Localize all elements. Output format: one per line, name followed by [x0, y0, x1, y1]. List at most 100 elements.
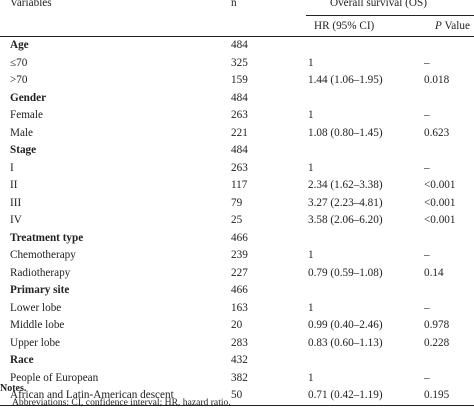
header-p-word: Value	[441, 19, 470, 32]
table-row: Female 263 1 –	[0, 107, 474, 125]
cell-hr	[306, 90, 421, 108]
cell-hr: 0.83 (0.60–1.13)	[308, 336, 383, 349]
table-notes: Notes. Abbreviations: CI, confidence int…	[0, 382, 231, 410]
cell-hr: 1	[308, 161, 314, 174]
cell-n: 117	[231, 179, 248, 192]
cell-variable: IV	[10, 214, 22, 227]
cell-variable: Primary site	[10, 284, 70, 297]
table-group-row: Age 484	[0, 37, 474, 55]
cell-hr: 1.08 (0.80–1.45)	[308, 126, 383, 139]
cell-n: 159	[231, 74, 248, 87]
header-n-spacer	[231, 15, 306, 37]
cell-n: 263	[231, 161, 248, 174]
table-row: Radiotherapy 227 0.79 (0.59–1.08) 0.14	[0, 265, 474, 283]
table-row: Male 221 1.08 (0.80–1.45) 0.623	[0, 125, 474, 143]
cell-hr	[306, 230, 421, 248]
cell-n: 25	[231, 214, 243, 227]
cell-hr: 1	[308, 301, 314, 314]
cell-variable: ≤70	[10, 56, 28, 69]
cell-n: 163	[231, 301, 248, 314]
table-row: Lower lobe 163 1 –	[0, 300, 474, 318]
cell-n: 484	[231, 144, 248, 157]
cell-p-value	[421, 282, 474, 300]
table-group-row: Treatment type 466	[0, 230, 474, 248]
cell-hr: 2.34 (1.62–3.38)	[308, 179, 383, 192]
header-overall-survival: Overall survival (OS)	[306, 0, 474, 16]
cell-n: 466	[231, 231, 248, 244]
table-row: African and Latin-American descent 50 0.71…	[0, 387, 474, 406]
cell-n: 432	[231, 354, 248, 367]
cell-variable: African and Latin-American descent	[0, 387, 231, 406]
table-row: III 79 3.27 (2.23–4.81) <0.001	[0, 195, 474, 213]
cell-hr: 3.58 (2.06–6.20)	[308, 214, 383, 227]
cell-variable: Male	[10, 126, 33, 139]
cell-n: 263	[231, 109, 248, 122]
cell-p-value	[421, 37, 474, 55]
cell-n: 283	[231, 336, 248, 349]
cell-p-value: <0.001	[424, 179, 456, 192]
table-row: >70 159 1.44 (1.06–1.95) 0.018	[0, 72, 474, 90]
table-row: Upper lobe 283 0.83 (0.60–1.13) 0.228	[0, 335, 474, 353]
cell-variable: Chemotherapy	[10, 249, 76, 262]
cell-variable: Female	[10, 109, 43, 122]
cell-n: 325	[231, 56, 248, 69]
cell-hr	[306, 37, 421, 55]
cell-hr: 1	[308, 249, 314, 262]
cell-variable: Treatment type	[10, 231, 84, 244]
cell-p-value: 0.018	[424, 74, 450, 87]
cell-hr: 0.99 (0.40–2.46)	[308, 319, 383, 332]
header-row-sub: HR (95% CI) P Value	[0, 15, 474, 37]
cell-hr	[306, 282, 421, 300]
cell-p-value: <0.001	[424, 196, 456, 209]
cell-p-value: –	[424, 161, 430, 174]
table-row: Chemotherapy 239 1 –	[0, 247, 474, 265]
cell-n: 227	[231, 266, 248, 279]
table-row: Middle lobe 20 0.99 (0.40–2.46) 0.978	[0, 317, 474, 335]
table-body: Age 484 ≤70 325 1 – >70 159 1.44 (1.06–1.95) 0.01…	[0, 37, 474, 406]
cell-p-value: 0.14	[424, 266, 444, 279]
cell-hr: 1.44 (1.06–1.95)	[308, 74, 383, 87]
cell-n: 466	[231, 284, 248, 297]
cell-p-value: 0.623	[424, 126, 450, 139]
cell-n: 382	[231, 371, 248, 384]
cell-hr: 0.79 (0.59–1.08)	[308, 266, 383, 279]
header-p-letter: P	[435, 19, 442, 32]
cell-variable: Stage	[10, 144, 37, 157]
cell-p-value: <0.001	[424, 214, 456, 227]
notes-abbreviations: Abbreviations: CI, confidence interval; …	[12, 397, 231, 408]
cell-p-value: –	[424, 56, 430, 69]
table-group-row: Gender 484	[0, 90, 474, 108]
cell-p-value: –	[424, 109, 430, 122]
table-group-row: Race 432	[0, 352, 474, 370]
notes-title: Notes.	[0, 383, 27, 394]
cell-variable: >70	[10, 74, 28, 87]
cell-hr: 1	[308, 109, 314, 122]
cell-variable: Radiotherapy	[10, 266, 71, 279]
cell-n: 20	[231, 319, 243, 332]
cell-p-value: –	[424, 301, 430, 314]
table-row: IV 25 3.58 (2.06–6.20) <0.001	[0, 212, 474, 230]
cell-n: 484	[231, 39, 248, 52]
cell-variable: People of European	[10, 371, 99, 384]
cell-variable: Middle lobe	[10, 319, 65, 332]
cell-variable: Lower lobe	[10, 301, 62, 314]
header-p-value: P Value	[421, 15, 474, 37]
cell-n: 221	[231, 126, 248, 139]
table-row: People of European 382 1 –	[0, 370, 474, 388]
cell-hr: 3.27 (2.23–4.81)	[308, 196, 383, 209]
cell-n: 50	[231, 387, 306, 406]
table-row: ≤70 325 1 –	[0, 55, 474, 73]
header-hr: HR (95% CI)	[306, 15, 421, 37]
cell-p-value: 0.228	[424, 336, 450, 349]
cell-p-value	[421, 352, 474, 370]
cell-hr: 0.71 (0.42–1.19)	[306, 387, 421, 406]
cell-variable: I	[10, 161, 14, 174]
cell-variable: Gender	[10, 91, 47, 104]
cell-hr	[306, 352, 421, 370]
cell-p-value	[421, 90, 474, 108]
cell-hr: 1	[308, 371, 314, 384]
table-group-row: Primary site 466	[0, 282, 474, 300]
cell-n: 484	[231, 91, 248, 104]
